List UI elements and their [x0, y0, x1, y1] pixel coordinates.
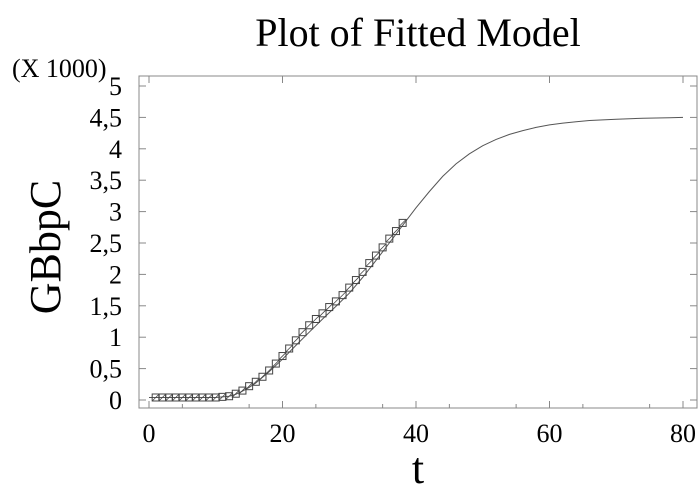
data-point-marker: [365, 259, 374, 268]
data-point-marker-slash: [158, 393, 167, 402]
x-tick-label: 80: [670, 419, 696, 448]
data-point-marker: [251, 377, 260, 386]
y-axis-title: GBbpC: [21, 180, 70, 314]
x-tick-label: 20: [270, 419, 296, 448]
y-axis-multiplier: (X 1000): [12, 54, 107, 83]
data-point-marker: [285, 344, 294, 353]
data-point-marker-slash: [392, 227, 400, 235]
plot-area-frame: [138, 75, 698, 409]
data-point-marker: [351, 276, 360, 285]
y-tick-label: 0,5: [90, 355, 123, 384]
x-axis-title: t: [412, 444, 424, 493]
y-tick-label: 4,5: [90, 103, 123, 132]
data-point-marker-slash: [151, 393, 160, 402]
data-point-marker-slash: [398, 219, 407, 227]
data-point-marker-slash: [238, 386, 247, 395]
data-point-marker-slash: [372, 251, 380, 260]
data-point-marker-slash: [278, 352, 287, 360]
data-point-marker-slash: [185, 393, 193, 402]
data-point-marker-slash: [245, 382, 253, 390]
data-point-marker: [338, 291, 347, 300]
data-point-marker: [271, 359, 280, 368]
y-tick-label: 1: [109, 323, 122, 352]
data-series: [149, 116, 684, 402]
data-point-marker: [398, 218, 407, 227]
y-tick-label: 2,5: [90, 229, 123, 258]
data-point-marker-slash: [205, 393, 213, 402]
x-axis-ticks: 0 20 40 60 80: [143, 76, 696, 448]
data-point-marker-slash: [332, 297, 340, 306]
data-point-marker-slash: [352, 276, 360, 284]
data-point-marker-slash: [312, 315, 320, 323]
x-tick-label: 40: [403, 419, 429, 448]
data-point-marker-slash: [365, 259, 374, 267]
data-point-marker: [318, 309, 327, 318]
data-point-marker: [278, 352, 287, 361]
fitted-curve-line: [149, 116, 684, 398]
data-point-marker-slash: [225, 392, 233, 401]
data-point-marker: [378, 243, 387, 252]
data-point-marker-slash: [285, 344, 293, 353]
data-point-marker: [345, 283, 354, 292]
data-point-marker: [331, 297, 340, 306]
data-point-marker-slash: [218, 393, 227, 401]
data-point-marker-slash: [272, 359, 280, 368]
data-point-marker-slash: [265, 366, 273, 375]
y-tick-label: 0: [109, 386, 122, 415]
data-point-marker: [265, 366, 274, 375]
data-point-marker: [391, 227, 400, 236]
y-tick-label: 3: [109, 198, 122, 227]
data-point-marker-slash: [198, 393, 207, 402]
data-point-marker-slash: [298, 328, 307, 336]
data-point-marker-slash: [325, 303, 334, 311]
data-point-marker-slash: [211, 393, 220, 402]
data-point-marker: [311, 314, 320, 323]
data-point-marker-slash: [165, 393, 173, 402]
chart-title: Plot of Fitted Model: [255, 10, 581, 55]
data-point-marker: [298, 328, 307, 337]
data-point-marker-slash: [178, 393, 187, 402]
y-axis-ticks: 00,5 11,5 22,53 3,54 4,55: [90, 72, 697, 415]
data-point-marker-slash: [305, 321, 313, 330]
y-tick-label: 2: [109, 260, 122, 289]
data-point-marker-slash: [345, 283, 354, 292]
data-point-marker: [371, 251, 380, 260]
y-tick-label: 1,5: [90, 292, 123, 321]
data-point-marker-slash: [358, 268, 367, 276]
data-point-marker-slash: [231, 389, 240, 398]
data-point-marker: [325, 303, 334, 312]
data-point-marker-slash: [252, 378, 260, 386]
x-tick-label: 60: [537, 419, 563, 448]
data-point-marker: [245, 382, 254, 391]
data-point-marker-slash: [318, 309, 327, 318]
y-tick-label: 4: [109, 135, 122, 164]
data-point-marker: [291, 336, 300, 345]
x-tick-label: 0: [143, 419, 156, 448]
data-point-marker: [258, 372, 267, 381]
data-point-marker-slash: [258, 372, 267, 381]
data-point-marker: [238, 386, 247, 395]
data-point-marker-slash: [292, 336, 300, 345]
data-point-marker-slash: [338, 291, 347, 299]
data-point-marker: [358, 267, 367, 276]
data-point-marker: [305, 321, 314, 330]
data-point-marker-slash: [171, 393, 180, 402]
y-tick-label: 3,5: [90, 166, 123, 195]
data-point-marker-slash: [385, 234, 394, 243]
data-point-marker-slash: [378, 243, 387, 252]
data-point-marker: [385, 234, 394, 243]
y-tick-label: 5: [109, 72, 122, 101]
data-point-marker-slash: [191, 393, 200, 402]
